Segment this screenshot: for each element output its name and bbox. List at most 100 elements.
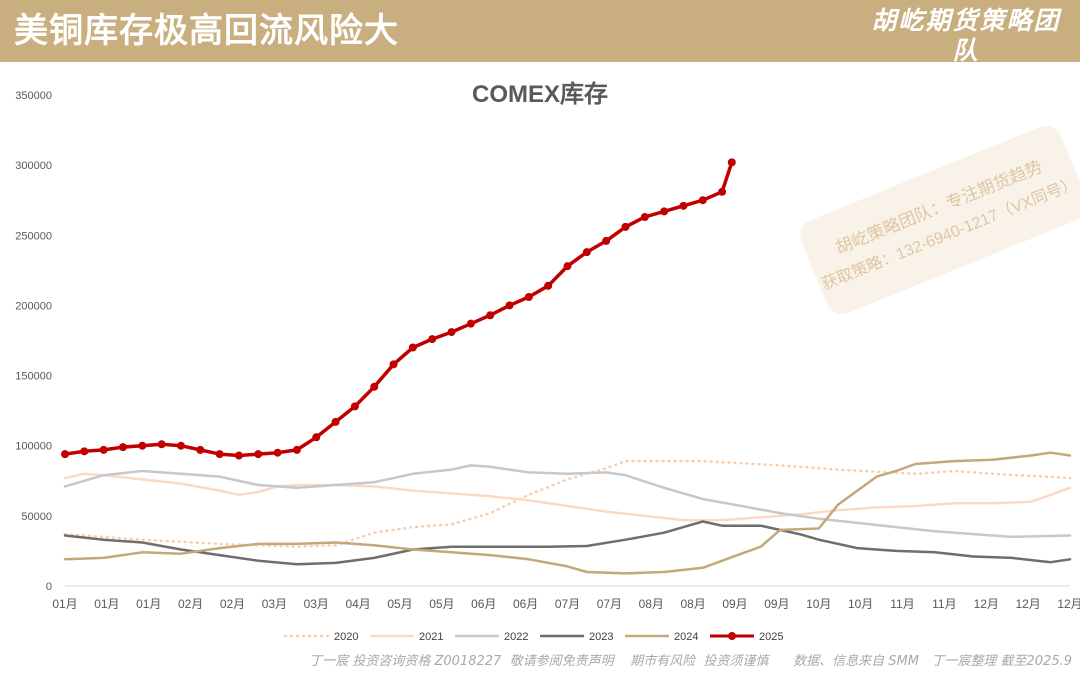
x-tick-label: 08月 xyxy=(639,597,664,611)
y-tick-label: 150000 xyxy=(15,371,52,383)
series-point-2025 xyxy=(80,447,89,456)
x-tick-label: 11月 xyxy=(890,597,914,611)
series-point-2025 xyxy=(660,207,669,216)
legend-item-2020: 2020 xyxy=(283,631,358,643)
series-point-2025 xyxy=(273,448,282,457)
x-tick-label: 10月 xyxy=(848,597,873,611)
legend-label: 2025 xyxy=(759,631,783,643)
header-banner: 美铜库存极高回流风险大 胡屹期货策略团队 FUTURES STRATEGY TE… xyxy=(0,0,1080,77)
series-line-2025 xyxy=(63,160,734,458)
x-tick-label: 03月 xyxy=(262,597,287,611)
series-point-2025 xyxy=(408,343,417,352)
x-tick-label: 01月 xyxy=(136,597,161,611)
series-point-2025 xyxy=(428,335,437,344)
x-tick-label: 02月 xyxy=(220,597,245,611)
series-point-2025 xyxy=(350,402,359,411)
team-name: 胡屹期货策略团队 xyxy=(871,6,1061,65)
series-point-2025 xyxy=(602,236,611,245)
series-point-2025 xyxy=(389,360,398,369)
y-tick-label: 0 xyxy=(46,581,52,593)
series-line-2024 xyxy=(63,451,1072,575)
series-point-2025 xyxy=(447,328,456,337)
x-tick-label: 08月 xyxy=(680,597,705,611)
x-tick-label: 10月 xyxy=(806,597,831,611)
y-tick-label: 200000 xyxy=(15,300,52,312)
chart: COMEX库存 0 50000 100000 150000 200000 250000 30… xyxy=(15,81,1080,643)
series-point-2025 xyxy=(234,451,243,460)
x-tick-label: 05月 xyxy=(429,597,454,611)
series-point-2025 xyxy=(640,213,649,222)
x-tick-label: 04月 xyxy=(345,597,370,611)
legend-item-2022: 2022 xyxy=(455,631,528,643)
legend-label: 2020 xyxy=(334,631,358,643)
x-tick-label: 01月 xyxy=(94,597,119,611)
series-point-2025 xyxy=(466,319,475,328)
chart-title: COMEX库存 xyxy=(472,81,608,108)
legend-label: 2023 xyxy=(589,631,613,643)
y-tick-label: 100000 xyxy=(15,441,52,453)
series-line-2021 xyxy=(63,472,1072,522)
y-axis: 0 50000 100000 150000 200000 250000 300000 3500… xyxy=(15,90,52,593)
legend-label: 2022 xyxy=(504,631,528,643)
series-point-2025 xyxy=(292,445,301,454)
series-point-2025 xyxy=(196,445,205,454)
y-tick-label: 300000 xyxy=(15,160,52,172)
legend-label: 2024 xyxy=(674,631,698,643)
series-point-2025 xyxy=(254,450,263,459)
y-tick-label: 250000 xyxy=(15,230,52,242)
series-point-2025 xyxy=(99,445,108,454)
footnote: 丁一宸 投资咨询资格 Z0018227 敬请参阅免责声明 期市有风险 投资须谨慎… xyxy=(309,654,1072,669)
series-point-2025 xyxy=(582,248,591,257)
series-point-2025 xyxy=(331,417,340,426)
legend-item-2024: 2024 xyxy=(625,631,698,643)
team-subtitle: FUTURES STRATEGY TEAM xyxy=(889,67,1043,77)
series-point-2025 xyxy=(138,441,147,450)
series-point-2025 xyxy=(679,201,688,210)
series-point-2025 xyxy=(524,293,533,302)
x-tick-label: 07月 xyxy=(555,597,580,611)
series-point-2025 xyxy=(505,301,514,310)
x-tick-label: 05月 xyxy=(387,597,412,611)
series-point-2025 xyxy=(215,450,224,459)
page-title: 美铜库存极高回流风险大 xyxy=(14,11,399,51)
series-point-2025 xyxy=(621,222,630,231)
x-axis: 01月 01月 01月 02月 02月 03月 03月 04月 05月 05月 06月 06月 07月 0… xyxy=(52,585,1080,611)
x-tick-label: 11月 xyxy=(932,597,956,611)
x-tick-label: 09月 xyxy=(764,597,789,611)
y-tick-label: 50000 xyxy=(21,511,52,523)
series-point-2025 xyxy=(698,196,707,205)
series-point-2025 xyxy=(176,441,185,450)
series-point-2025 xyxy=(727,158,736,167)
x-tick-label: 12月 xyxy=(974,597,999,611)
series-line-2020 xyxy=(63,459,1072,548)
team-logo: 胡屹期货策略团队 FUTURES STRATEGY TEAM xyxy=(866,6,1066,78)
legend-item-2023: 2023 xyxy=(540,631,613,643)
x-tick-label: 12月 xyxy=(1057,597,1080,611)
series-point-2025 xyxy=(118,443,127,452)
series-point-2025 xyxy=(61,450,69,459)
x-tick-label: 02月 xyxy=(178,597,203,611)
legend-item-2025: 2025 xyxy=(710,631,783,643)
legend: 2020 2021 2022 2023 2024 2025 xyxy=(283,631,783,643)
series-point-2025 xyxy=(563,262,572,271)
series-group xyxy=(61,158,1072,575)
series-point-2025 xyxy=(157,440,166,449)
x-tick-label: 09月 xyxy=(722,597,747,611)
x-tick-label: 06月 xyxy=(513,597,538,611)
x-tick-label: 12月 xyxy=(1015,597,1040,611)
watermark-background xyxy=(800,126,1080,314)
legend-marker xyxy=(728,632,736,640)
x-tick-label: 03月 xyxy=(304,597,329,611)
series-point-2025 xyxy=(544,281,553,290)
legend-label: 2021 xyxy=(419,631,443,643)
x-tick-label: 06月 xyxy=(471,597,496,611)
series-point-2025 xyxy=(718,187,727,196)
watermark: 胡屹策略团队：专注期货趋势 获取策略：132-6940-1217（VX同号） xyxy=(800,126,1080,314)
x-tick-label: 07月 xyxy=(597,597,622,611)
series-line-2022 xyxy=(63,464,1072,539)
y-tick-label: 350000 xyxy=(15,90,52,102)
x-tick-label: 01月 xyxy=(52,597,77,611)
series-line-2023 xyxy=(63,520,1072,566)
series-point-2025 xyxy=(370,382,379,391)
legend-item-2021: 2021 xyxy=(370,631,443,643)
